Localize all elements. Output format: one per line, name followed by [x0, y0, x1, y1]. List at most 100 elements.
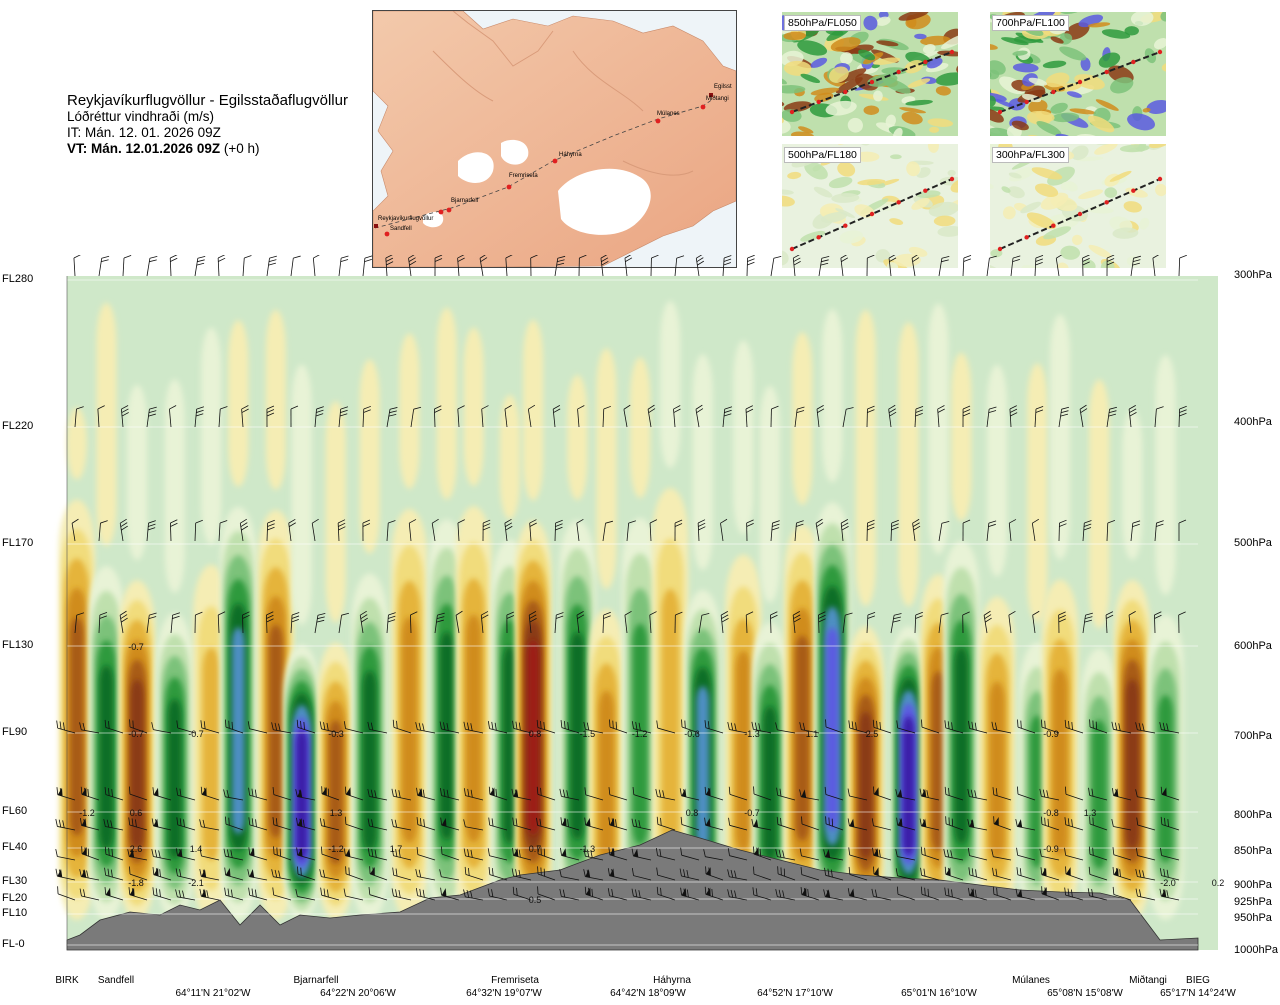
wind-barb-43 — [1106, 255, 1115, 277]
wind-barb-88 — [1058, 406, 1070, 428]
wind-barb-156 — [434, 612, 445, 634]
route-title: Reykjavíkurflugvöllur - Egilsstaðaflugvö… — [67, 92, 348, 109]
wind-barb-206 — [487, 721, 508, 734]
wind-barb-62 — [433, 405, 442, 428]
field-cell-12-3 — [466, 614, 482, 843]
wind-barb-250 — [416, 787, 436, 801]
subtitle: Lóðréttur vindhraði (m/s) — [67, 109, 215, 124]
upper-cell-25 — [898, 322, 919, 607]
wind-barbs — [55, 255, 1187, 901]
panel-700: 700hPa/FL100 — [990, 12, 1166, 136]
field-cell-31-3 — [1091, 719, 1107, 870]
wind-barb-381 — [175, 868, 196, 881]
wind-barb-359 — [775, 849, 796, 861]
wind-barb-23 — [624, 255, 633, 277]
field-cell-16-3 — [598, 690, 614, 862]
upper-cell-0 — [66, 407, 87, 480]
panel-850: 850hPa/FL050 — [782, 12, 958, 136]
wind-barb-139 — [1154, 520, 1164, 542]
wind-barb-462 — [992, 886, 1012, 901]
wind-barb-162 — [576, 610, 585, 634]
wind-barb-3 — [146, 256, 158, 277]
wind-barb-455 — [823, 889, 844, 901]
wind-barb-189 — [79, 722, 100, 734]
wind-barb-111 — [482, 519, 491, 542]
wind-barb-242 — [223, 789, 244, 801]
wind-barb-34 — [888, 255, 897, 277]
wind-barb-53 — [218, 406, 228, 428]
wind-barb-170 — [770, 611, 778, 634]
wind-barb-267 — [824, 786, 844, 801]
wind-barb-292 — [296, 817, 316, 831]
hpa-label-9: 950hPa — [1234, 912, 1272, 924]
fl-label-5: FL60 — [2, 805, 28, 817]
hpa-label-8: 925hPa — [1234, 896, 1272, 908]
wind-barb-321 — [993, 816, 1012, 831]
wind-barb-44 — [1130, 255, 1141, 277]
wind-barb-95 — [98, 520, 108, 542]
wind-barb-54 — [241, 405, 249, 428]
wind-barb-181 — [1032, 610, 1040, 634]
wind-barb-366 — [943, 848, 964, 861]
wind-barb-397 — [559, 869, 580, 881]
upper-cell-23 — [822, 309, 843, 483]
location-label-0: BIRK — [55, 975, 79, 986]
upper-cell-30 — [1050, 314, 1071, 560]
wind-barb-233 — [1135, 722, 1156, 734]
wind-barb-345 — [441, 846, 460, 861]
wind-barb-97 — [146, 520, 156, 542]
value-label-17: -1.5 — [580, 729, 596, 739]
wind-barb-273 — [967, 788, 988, 801]
field-cell-14-6 — [527, 640, 540, 835]
wind-barb-364 — [895, 849, 916, 861]
field-cell-19-5 — [696, 686, 710, 852]
field-cell-11-4 — [439, 631, 454, 840]
wind-barb-223 — [896, 720, 916, 734]
fl-label-0: FL280 — [2, 273, 34, 285]
field-cell-20-3 — [735, 650, 751, 852]
wind-barb-428 — [175, 889, 196, 901]
value-label-7: -1.8 — [128, 878, 144, 888]
wind-barb-17 — [479, 255, 488, 277]
wind-barb-172 — [818, 611, 826, 634]
wind-barb-335 — [199, 848, 220, 861]
wind-barb-422 — [1159, 868, 1180, 881]
field-cell-6-4 — [269, 624, 283, 838]
wind-barb-459 — [920, 886, 940, 901]
wind-barb-265 — [776, 787, 796, 801]
wind-barb-214 — [681, 719, 700, 734]
wind-barb-407 — [800, 867, 820, 881]
wind-barb-271 — [919, 788, 940, 801]
upper-cell-33 — [1155, 355, 1176, 595]
wind-barb-121 — [720, 518, 728, 542]
wind-barb-305 — [608, 817, 628, 831]
wind-barb-0 — [73, 255, 81, 277]
wind-barb-467 — [1112, 886, 1132, 901]
value-label-12: -0.3 — [328, 729, 344, 739]
wind-barb-377 — [79, 869, 100, 881]
wind-barb-78 — [816, 405, 825, 428]
wind-barb-339 — [296, 847, 316, 861]
wind-barb-444 — [559, 888, 580, 901]
wind-barb-128 — [890, 519, 899, 542]
wind-barb-145 — [170, 612, 180, 634]
wind-barb-360 — [799, 848, 820, 861]
wind-barb-5 — [194, 255, 206, 277]
wind-barb-412 — [920, 867, 940, 881]
wind-barb-38 — [986, 255, 997, 277]
route-map: Reykjavíkurflugvöllur Sandfell Bjarnarfe… — [372, 10, 737, 268]
wind-barb-431 — [248, 887, 268, 901]
wind-barb-37 — [962, 255, 972, 277]
wind-barb-99 — [194, 519, 203, 542]
value-label-21: 1.1 — [806, 729, 819, 739]
wind-barb-435 — [343, 888, 364, 901]
upper-cell-29 — [1027, 363, 1048, 623]
wind-barb-188 — [56, 720, 76, 734]
wind-barb-318 — [919, 818, 940, 831]
wind-barb-241 — [200, 786, 220, 801]
wind-barb-310 — [728, 817, 748, 831]
wind-barb-2 — [122, 255, 132, 277]
wind-barb-312 — [776, 816, 796, 831]
wind-barb-29 — [770, 255, 782, 277]
panel-500-svg — [782, 144, 958, 268]
